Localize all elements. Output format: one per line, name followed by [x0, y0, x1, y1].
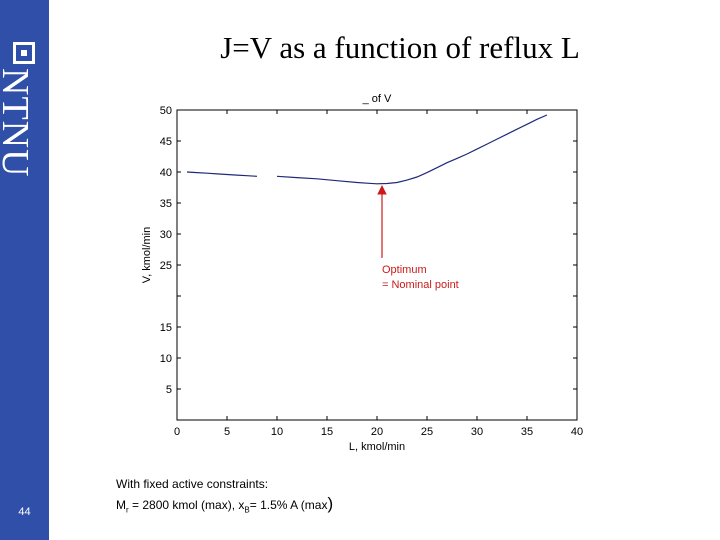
chart-title: _ of V	[362, 93, 392, 105]
y-tick-label: 25	[160, 260, 172, 272]
notes-suffix: = 1.5% A (max	[249, 498, 328, 512]
notes-line-1: With fixed active constraints:	[116, 477, 269, 491]
y-tick-label: 15	[160, 322, 172, 334]
chart-axes: _ of V L, kmol/min V, kmol/min	[141, 93, 578, 453]
chart-annotation-layer: Optimum = Nominal point	[377, 184, 459, 291]
notes-line-2: Mr = 2800 kmol (max), xB= 1.5% A (max)	[116, 494, 333, 520]
x-tick-label: 30	[471, 426, 483, 438]
x-tick-label: 20	[371, 426, 383, 438]
y-tick-label: 5	[166, 384, 172, 396]
notes-m: M	[116, 498, 126, 512]
y-tick-label: 40	[160, 167, 172, 179]
x-tick-label: 15	[321, 426, 333, 438]
chart-ticks: 0 5 10 15 20 25 30 35 40 5 10 15 25 30 35 40 45 50	[160, 105, 583, 438]
y-tick-label: 30	[160, 229, 172, 241]
y-tick-label: 35	[160, 198, 172, 210]
slide-number: 44	[18, 506, 31, 518]
x-tick-label: 40	[571, 426, 583, 438]
sidebar-band: NTNU 44	[0, 0, 49, 540]
y-tick-label: 45	[160, 136, 172, 148]
notes-x-sub: B	[244, 505, 250, 515]
notes-close-paren: )	[327, 494, 334, 513]
x-tick-label: 10	[271, 426, 283, 438]
y-tick-label: 50	[160, 105, 172, 117]
annotation-label-2: = Nominal point	[382, 279, 459, 291]
notes-mid: = 2800 kmol (max), x	[128, 498, 245, 512]
x-tick-label: 25	[421, 426, 433, 438]
annotation-label-1: Optimum	[382, 264, 427, 276]
plot-frame	[176, 109, 578, 421]
slide-title: J=V as a function of reflux L	[220, 30, 580, 65]
y-axis-label: V, kmol/min	[141, 227, 153, 283]
series-line-2	[276, 114, 548, 185]
ntnu-logo-icon	[13, 42, 35, 64]
series-line-1	[186, 171, 258, 177]
notes-m-sub: r	[126, 505, 129, 515]
y-tick-label: 10	[160, 353, 172, 365]
notes-block: With fixed active constraints: Mr = 2800…	[116, 474, 333, 520]
x-tick-label: 35	[521, 426, 533, 438]
x-axis-label: L, kmol/min	[349, 441, 405, 453]
x-tick-label: 5	[224, 426, 230, 438]
x-tick-label: 0	[174, 426, 180, 438]
chart-lines	[186, 114, 548, 185]
